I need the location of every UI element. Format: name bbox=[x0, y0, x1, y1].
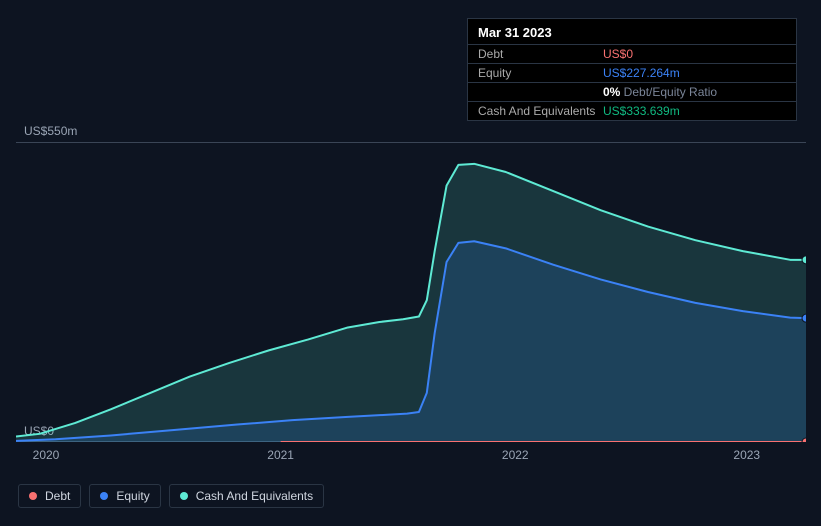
y-label-top: US$550m bbox=[24, 124, 77, 138]
legend-dot-icon bbox=[29, 492, 37, 500]
chart-plot-area bbox=[16, 142, 806, 442]
legend-label: Cash And Equivalents bbox=[196, 489, 313, 503]
x-tick-label: 2023 bbox=[733, 448, 760, 462]
legend-dot-icon bbox=[100, 492, 108, 500]
tooltip-row: EquityUS$227.264m bbox=[468, 63, 796, 82]
tooltip-date: Mar 31 2023 bbox=[468, 25, 796, 44]
legend-item-cash[interactable]: Cash And Equivalents bbox=[169, 484, 324, 508]
chart-tooltip: Mar 31 2023 DebtUS$0EquityUS$227.264m0% … bbox=[467, 18, 797, 121]
legend-dot-icon bbox=[180, 492, 188, 500]
tooltip-value: 0% Debt/Equity Ratio bbox=[603, 85, 717, 99]
tooltip-label: Debt bbox=[478, 47, 603, 61]
tooltip-row: Cash And EquivalentsUS$333.639m bbox=[468, 101, 796, 120]
legend-label: Debt bbox=[45, 489, 70, 503]
tooltip-rows: DebtUS$0EquityUS$227.264m0% Debt/Equity … bbox=[468, 44, 796, 120]
x-tick-label: 2020 bbox=[33, 448, 60, 462]
legend-item-debt[interactable]: Debt bbox=[18, 484, 81, 508]
chart-legend: Debt Equity Cash And Equivalents bbox=[18, 484, 324, 508]
tooltip-label: Cash And Equivalents bbox=[478, 104, 603, 118]
financials-chart: { "layout": { "plot": { "left": 16, "top… bbox=[0, 0, 821, 526]
legend-label: Equity bbox=[116, 489, 149, 503]
tooltip-label bbox=[478, 85, 603, 99]
legend-item-equity[interactable]: Equity bbox=[89, 484, 160, 508]
x-tick-label: 2022 bbox=[502, 448, 529, 462]
x-tick-label: 2021 bbox=[267, 448, 294, 462]
tooltip-value: US$333.639m bbox=[603, 104, 680, 118]
x-axis: 2020 2021 2022 2023 bbox=[16, 448, 806, 468]
tooltip-value: US$0 bbox=[603, 47, 633, 61]
tooltip-value: US$227.264m bbox=[603, 66, 680, 80]
tooltip-row: DebtUS$0 bbox=[468, 44, 796, 63]
tooltip-row: 0% Debt/Equity Ratio bbox=[468, 82, 796, 101]
tooltip-label: Equity bbox=[478, 66, 603, 80]
